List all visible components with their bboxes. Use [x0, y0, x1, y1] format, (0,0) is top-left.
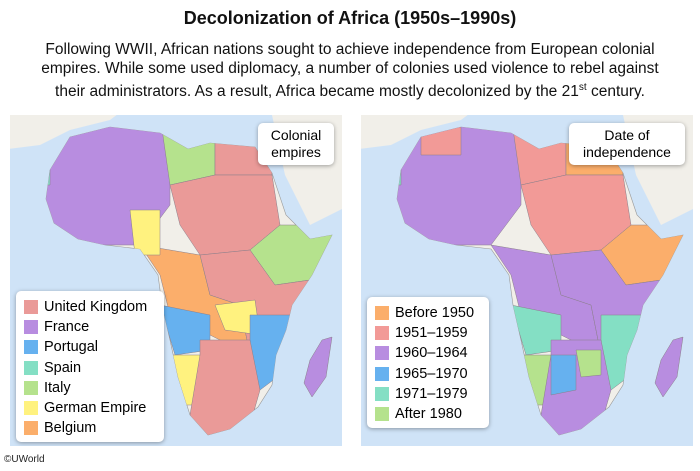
map-label: Colonial empires: [258, 123, 334, 165]
legend-item: Portugal: [24, 337, 154, 357]
africa-map-colonial: [10, 115, 342, 436]
europe-land: [361, 115, 468, 149]
botswana-1966: [550, 354, 577, 396]
legend-item: Belgium: [24, 418, 154, 438]
legend-swatch: [24, 380, 38, 395]
legend-item: After 1980: [375, 404, 479, 424]
legend-swatch: [24, 401, 38, 416]
colonial-legend: United Kingdom France Portugal Spain Italy Ge…: [16, 291, 164, 443]
map-label: Date of independence: [569, 123, 685, 165]
superscript: st: [578, 82, 587, 93]
legend-item: 1965–1970: [375, 364, 479, 384]
western-sahara: [397, 154, 402, 186]
independence-map: Date of independence Before 1950 1951–195…: [361, 115, 693, 446]
legend-label: Portugal: [44, 339, 99, 356]
libya-1951: [510, 127, 567, 186]
legend-label: Before 1950: [395, 305, 475, 322]
description: Following WWII, African nations sought t…: [10, 40, 690, 101]
page-title: Decolonization of Africa (1950s–1990s): [183, 8, 517, 28]
description-line: Following WWII, African nations sought t…: [45, 41, 655, 58]
description-line: their administrators. As a result, Afric…: [55, 83, 579, 101]
legend-swatch: [24, 421, 38, 436]
spanish-sahara: [46, 154, 51, 186]
legend-label: United Kingdom: [44, 299, 148, 316]
madagascar: [303, 336, 333, 398]
legend-item: 1971–1979: [375, 384, 479, 404]
legend-label: Spain: [44, 359, 82, 376]
legend-label: German Empire: [44, 400, 147, 417]
legend-swatch: [24, 320, 38, 335]
british-southern-africa: [189, 339, 261, 435]
africa-map-independence: [361, 115, 693, 436]
legend-label: 1951–1959: [395, 325, 468, 342]
legend-item: 1960–1964: [375, 343, 479, 363]
legend-swatch: [375, 366, 389, 381]
legend-label: Belgium: [44, 420, 97, 437]
legend-item: Before 1950: [375, 303, 479, 323]
legend-label: Italy: [44, 379, 71, 396]
legend-item: German Empire: [24, 398, 154, 418]
madagascar: [654, 336, 684, 398]
legend-swatch: [375, 407, 389, 422]
legend-swatch: [375, 326, 389, 341]
morocco-1956: [420, 127, 462, 156]
legend-label: France: [44, 319, 90, 336]
legend-swatch: [375, 346, 389, 361]
legend-swatch: [24, 340, 38, 355]
legend-swatch: [24, 360, 38, 375]
legend-item: United Kingdom: [24, 297, 154, 317]
description-end: century.: [586, 83, 645, 101]
colonial-empires-map: Colonial empires United Kingdom France Por…: [10, 115, 342, 446]
independence-legend: Before 1950 1951–1959 1960–1964 1965–1970 19…: [367, 297, 489, 429]
legend-swatch: [375, 386, 389, 401]
german-cameroon: [129, 209, 161, 256]
description-line: empires. While some used diplomacy, a nu…: [41, 60, 659, 77]
legend-item: Italy: [24, 378, 154, 398]
legend-swatch: [24, 300, 38, 315]
zimbabwe-1980: [575, 349, 602, 378]
italian-libya: [159, 127, 216, 186]
legend-label: 1965–1970: [395, 365, 468, 382]
legend-label: 1960–1964: [395, 345, 468, 362]
europe-land: [10, 115, 117, 149]
legend-item: Spain: [24, 358, 154, 378]
legend-item: France: [24, 317, 154, 337]
legend-label: 1971–1979: [395, 385, 468, 402]
legend-swatch: [375, 306, 389, 321]
legend-label: After 1980: [395, 406, 462, 423]
copyright: ©UWorld: [4, 454, 45, 465]
legend-item: 1951–1959: [375, 323, 479, 343]
